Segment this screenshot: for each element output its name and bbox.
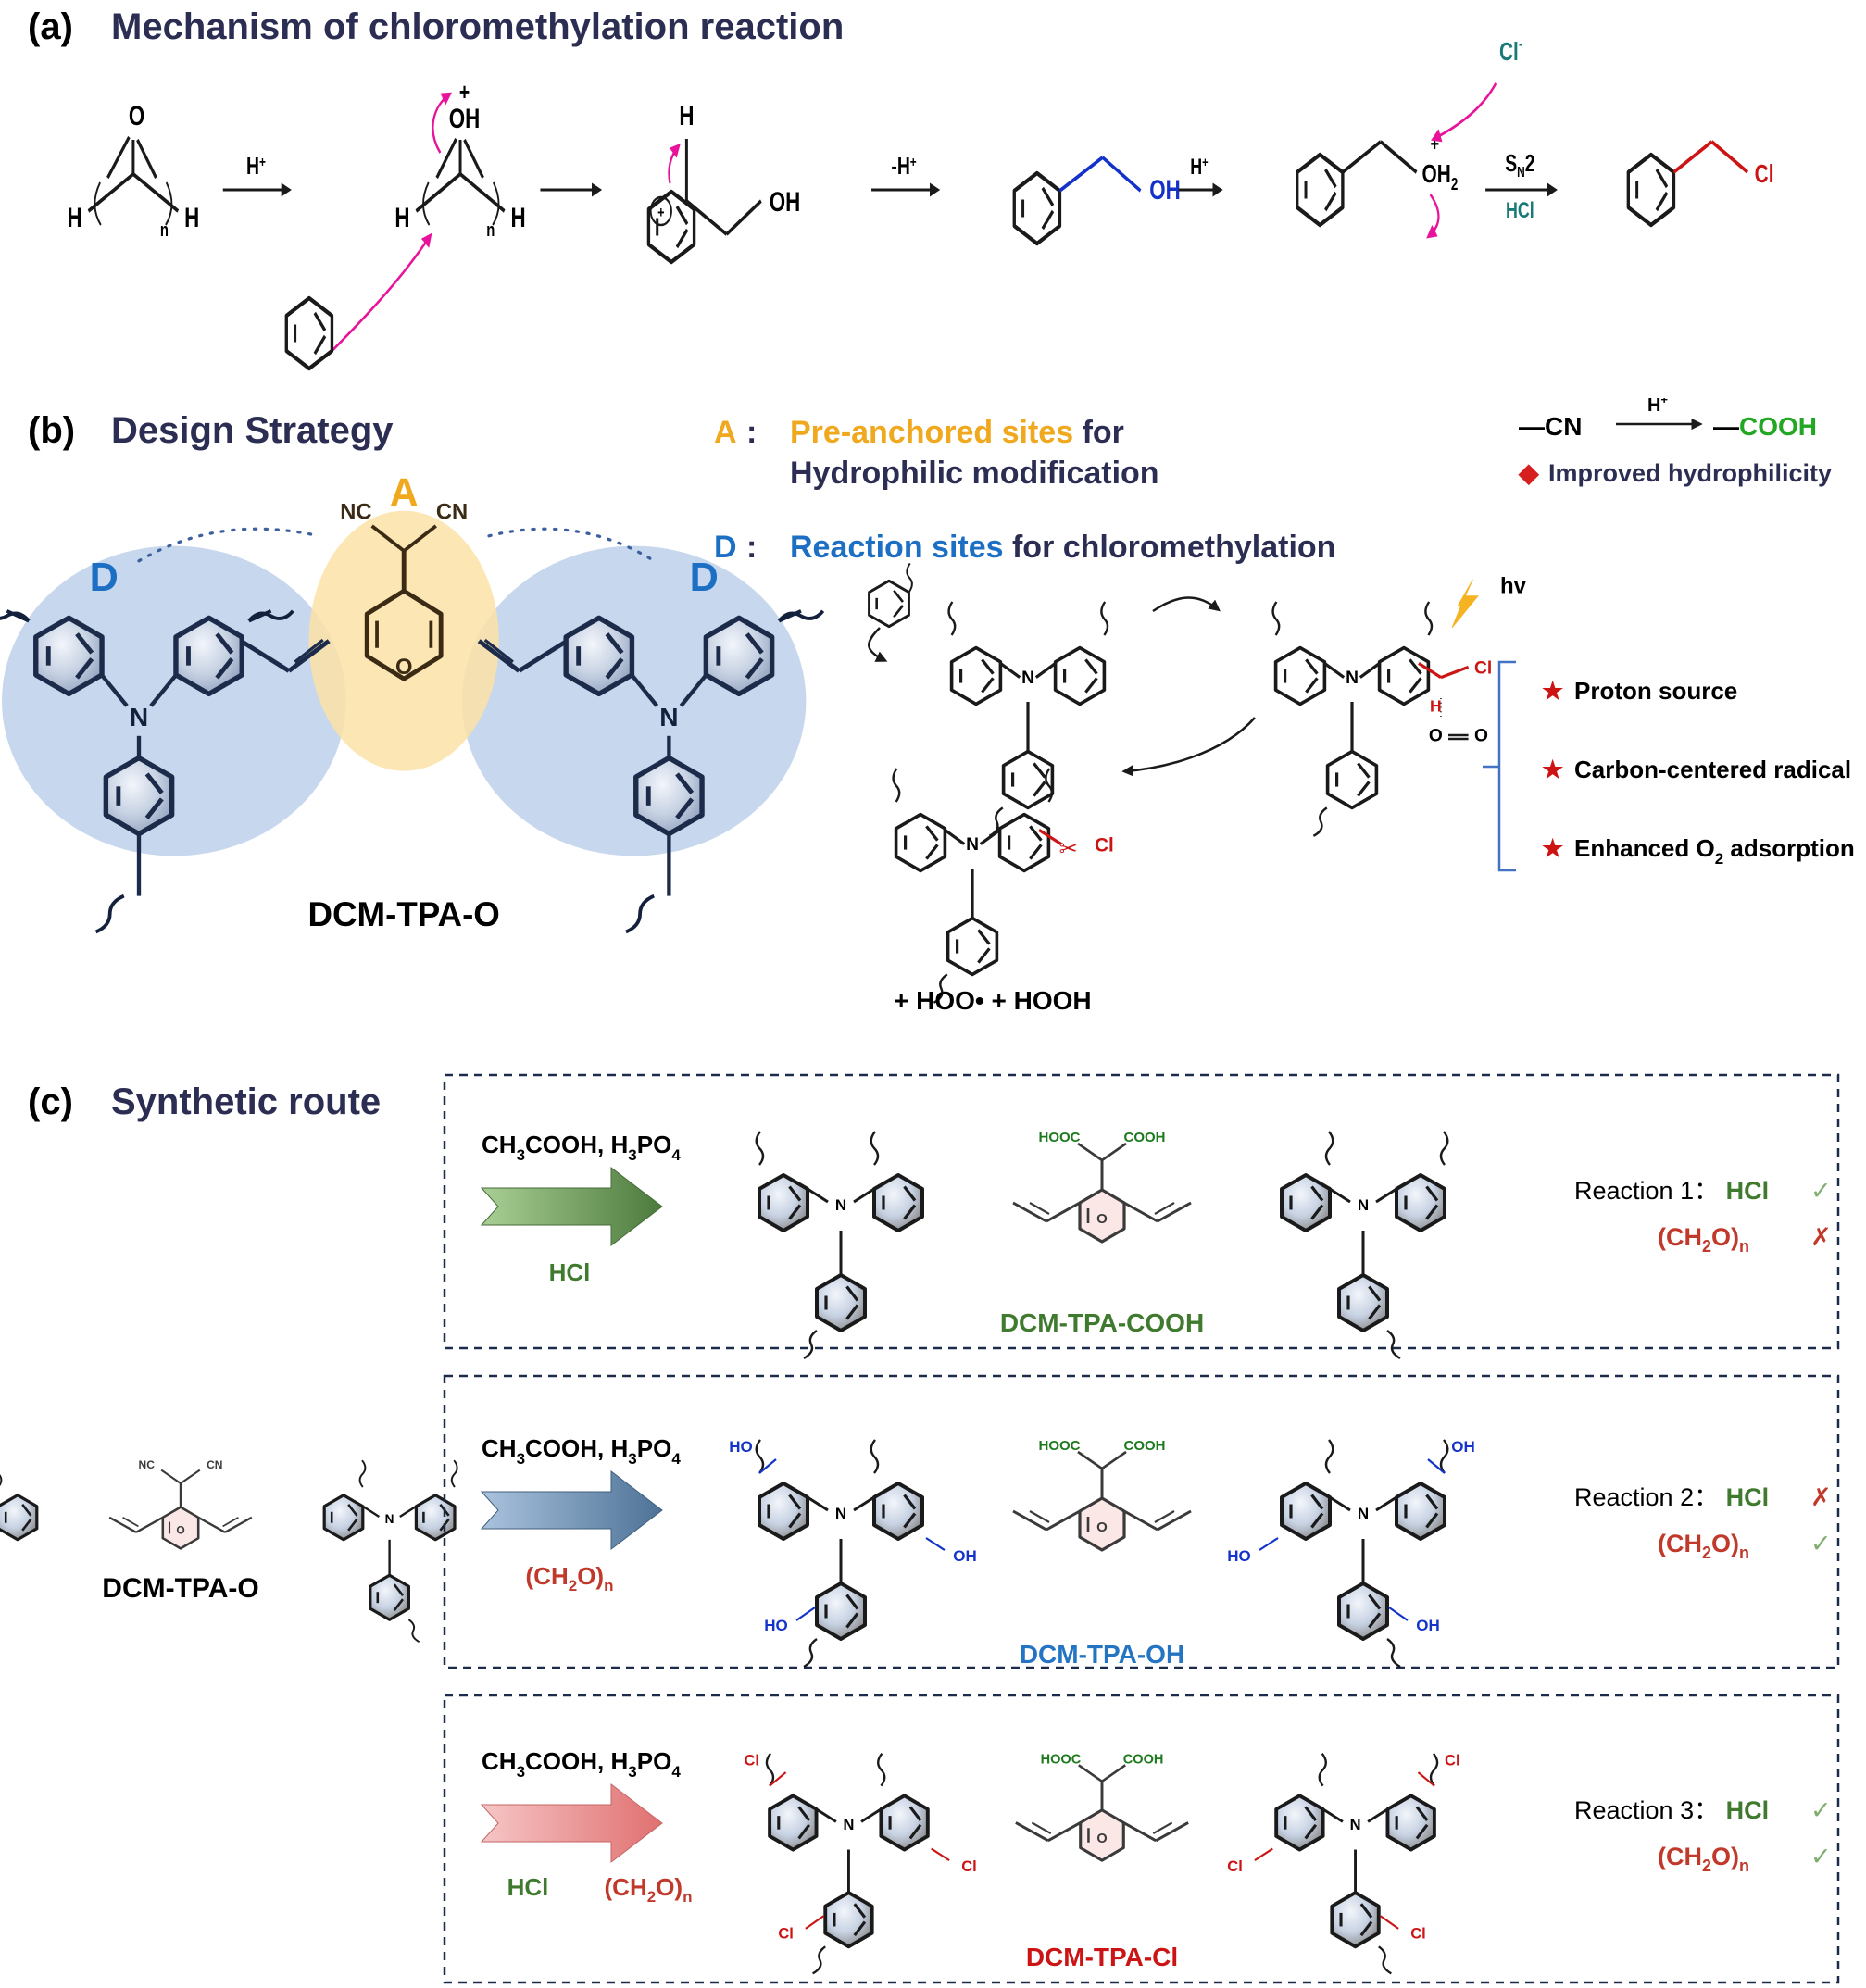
svg-text:★: ★	[1542, 834, 1564, 862]
svg-text:DCM-TPA-O: DCM-TPA-O	[308, 895, 500, 933]
svg-text:Improved hydrophilicity: Improved hydrophilicity	[1548, 459, 1832, 487]
svg-text:H+: H+	[1190, 154, 1209, 179]
svg-text:(CH2O)n: (CH2O)n	[1658, 1843, 1749, 1875]
svg-text:Cl: Cl	[1474, 659, 1492, 679]
svg-text:H: H	[1430, 696, 1442, 715]
svg-text::: :	[746, 530, 757, 565]
svg-text:Reaction 1： HCl: Reaction 1： HCl	[1574, 1177, 1769, 1205]
svg-text:A: A	[714, 415, 737, 450]
svg-text:Cl-: Cl-	[1499, 35, 1522, 67]
svg-text:—COOH: —COOH	[1713, 412, 1817, 441]
svg-text:Enhanced O2 adsorption: Enhanced O2 adsorption	[1574, 834, 1855, 868]
svg-text:hv: hv	[1500, 573, 1527, 598]
svg-text:OH2: OH2	[1422, 160, 1459, 194]
svg-text::: :	[746, 415, 757, 450]
svg-text:+: +	[459, 78, 470, 105]
svg-text:Cl: Cl	[778, 1926, 794, 1943]
svg-text:CH3COOH, H3PO4: CH3COOH, H3PO4	[482, 1747, 681, 1781]
svg-text:D: D	[714, 530, 737, 565]
svg-text:Cl: Cl	[1227, 1858, 1243, 1875]
svg-text:Proton source: Proton source	[1574, 677, 1737, 705]
svg-text:Mechanism of chloromethylation: Mechanism of chloromethylation reaction	[111, 6, 844, 47]
svg-text:O: O	[395, 655, 412, 680]
svg-text:O: O	[1474, 726, 1488, 745]
svg-text:H: H	[679, 100, 694, 131]
svg-text:H: H	[511, 202, 526, 233]
svg-text:◆: ◆	[1518, 458, 1540, 487]
svg-text:Reaction sites for chloromethy: Reaction sites for chloromethylation	[790, 530, 1335, 565]
svg-text:A: A	[390, 470, 419, 515]
svg-text:DCM-TPA-O: DCM-TPA-O	[102, 1573, 258, 1604]
svg-text:Cl: Cl	[1410, 1926, 1426, 1943]
svg-text:Pre-anchored sites for: Pre-anchored sites for	[790, 415, 1124, 450]
svg-text:Cl: Cl	[1755, 160, 1774, 189]
svg-text:O: O	[1429, 726, 1443, 745]
svg-text:✓: ✓	[1810, 1530, 1832, 1557]
svg-text:-H+: -H+	[891, 152, 916, 179]
svg-text:+ HOO• + HOOH: + HOO• + HOOH	[894, 986, 1092, 1015]
svg-text:N: N	[966, 835, 979, 855]
svg-text:✗: ✗	[1810, 1483, 1832, 1511]
svg-text:Hydrophilic modification: Hydrophilic modification	[790, 456, 1159, 491]
svg-text:OH: OH	[1149, 174, 1181, 206]
svg-text:HO: HO	[729, 1438, 753, 1456]
svg-text:Design Strategy: Design Strategy	[111, 410, 394, 451]
svg-text:✓: ✓	[1810, 1796, 1832, 1824]
svg-text:D: D	[90, 556, 119, 600]
svg-text:(b): (b)	[28, 410, 75, 451]
svg-text:DCM-TPA-OH: DCM-TPA-OH	[1020, 1640, 1184, 1669]
svg-text:(CH2O)n: (CH2O)n	[605, 1873, 693, 1906]
svg-text:HO: HO	[764, 1617, 788, 1634]
svg-text:CH3COOH, H3PO4: CH3COOH, H3PO4	[482, 1131, 681, 1164]
svg-text:SN2: SN2	[1505, 149, 1534, 180]
svg-text:N: N	[659, 703, 678, 731]
svg-text:HCl: HCl	[1506, 199, 1534, 223]
svg-text:NC: NC	[340, 499, 371, 524]
svg-text:(c): (c)	[28, 1082, 73, 1122]
svg-text:CN: CN	[436, 499, 468, 524]
svg-text:OH: OH	[770, 186, 801, 218]
svg-text:Cl: Cl	[961, 1858, 977, 1875]
svg-text:—CN: —CN	[1519, 412, 1582, 441]
svg-text:✓: ✓	[1810, 1843, 1832, 1870]
svg-text:H: H	[394, 202, 409, 233]
svg-text:OH: OH	[1416, 1617, 1440, 1634]
svg-text:★: ★	[1542, 677, 1564, 705]
svg-text:Synthetic route: Synthetic route	[111, 1082, 381, 1122]
svg-text:N: N	[1021, 669, 1034, 688]
svg-text:(CH2O)n: (CH2O)n	[1658, 1223, 1749, 1256]
svg-text:(a): (a)	[28, 6, 73, 47]
svg-text:✗: ✗	[1810, 1223, 1832, 1251]
svg-text:OH: OH	[953, 1547, 977, 1565]
svg-text:H: H	[184, 202, 199, 233]
svg-text:HCl: HCl	[507, 1873, 549, 1901]
svg-text:✓: ✓	[1810, 1177, 1832, 1205]
svg-text:Carbon-centered radical: Carbon-centered radical	[1574, 756, 1851, 783]
svg-text:N: N	[130, 703, 148, 731]
svg-text:Reaction 3： HCl: Reaction 3： HCl	[1574, 1796, 1769, 1824]
svg-text:Cl: Cl	[1445, 1752, 1460, 1769]
svg-text:Cl: Cl	[1095, 835, 1114, 856]
svg-text:(CH2O)n: (CH2O)n	[526, 1562, 614, 1594]
svg-text:OH: OH	[1451, 1438, 1475, 1456]
svg-text:OH: OH	[449, 103, 481, 134]
svg-text:✂: ✂	[1059, 836, 1078, 861]
svg-text:Cl: Cl	[744, 1752, 759, 1769]
svg-text:H+: H+	[246, 152, 266, 179]
svg-text:HO: HO	[1227, 1547, 1251, 1565]
svg-text:O: O	[129, 100, 144, 131]
svg-text:H: H	[68, 202, 82, 233]
svg-text:CH3COOH, H3PO4: CH3COOH, H3PO4	[482, 1434, 681, 1468]
svg-text:Reaction 2： HCl: Reaction 2： HCl	[1574, 1483, 1769, 1511]
svg-text:HCl: HCl	[549, 1258, 591, 1286]
svg-text:★: ★	[1542, 756, 1564, 783]
svg-text:(CH2O)n: (CH2O)n	[1658, 1530, 1749, 1562]
svg-text:DCM-TPA-COOH: DCM-TPA-COOH	[1000, 1308, 1204, 1337]
svg-text:H+: H+	[1647, 398, 1668, 416]
svg-text:DCM-TPA-Cl: DCM-TPA-Cl	[1026, 1943, 1178, 1971]
svg-text:N: N	[1346, 669, 1359, 688]
svg-text:+: +	[657, 204, 665, 221]
